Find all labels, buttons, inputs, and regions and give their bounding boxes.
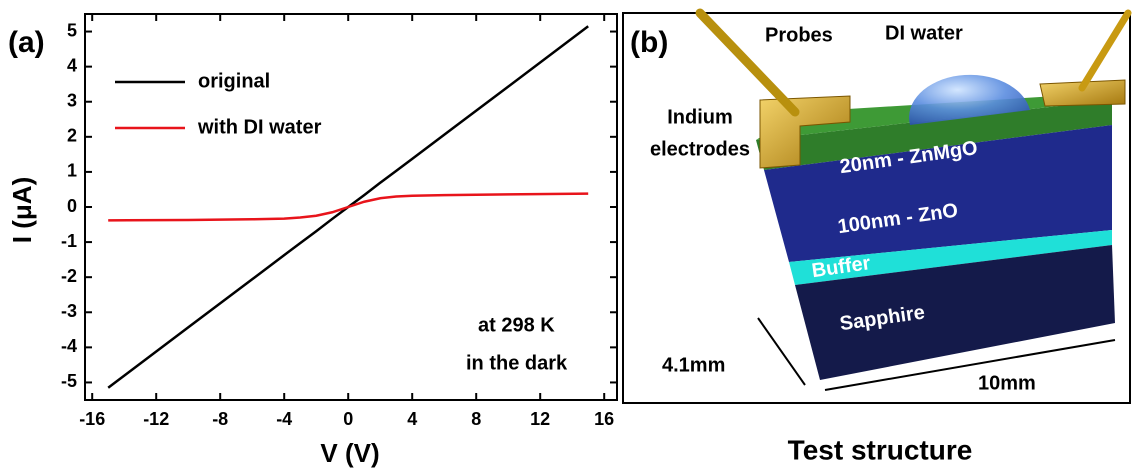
diagram: (b) Probes DI water Indium electrodes 20… [622,8,1132,465]
electrode [759,95,851,169]
y-tick-label: -4 [61,336,77,356]
y-tick-label: -1 [61,231,77,251]
panel-label: (b) [630,26,668,59]
x-axis-label: V (V) [320,438,379,468]
dimension-label: 4.1mm [662,354,725,376]
y-tick-label: -2 [61,266,77,286]
x-tick-label: 0 [343,409,353,429]
probe [1078,9,1132,92]
x-tick-label: -12 [143,409,169,429]
panel-label: (a) [8,26,45,59]
y-tick-label: 3 [67,90,77,110]
annotation: at 298 K [478,314,555,336]
x-tick-label: -4 [276,409,292,429]
y-tick-label: 5 [67,20,77,40]
dimension-arrow [757,317,806,386]
y-axis-label: I (μA) [7,177,37,243]
x-tick-label: -16 [79,409,105,429]
droplet [909,74,1030,125]
y-tick-label: -3 [61,301,77,321]
label: electrodes [650,138,750,160]
y-tick-label: 0 [67,196,77,216]
panel-frame [622,12,1131,404]
x-tick-label: -8 [212,409,228,429]
legend-label: original [198,70,270,92]
x-tick-label: 8 [471,409,481,429]
label: Indium [667,106,733,128]
electrode [1039,79,1126,107]
caption: Test structure [788,434,973,465]
dimension-label: 10mm [978,372,1036,394]
layer-sapphire [795,245,1115,380]
legend-label: with DI water [197,116,322,138]
y-tick-label: 1 [67,161,77,181]
x-tick-label: 4 [407,409,417,429]
x-tick-label: 12 [530,409,550,429]
y-tick-label: -5 [61,371,77,391]
y-tick-label: 4 [67,55,77,75]
series-line [108,192,589,222]
layer-zno [764,125,1112,262]
layer-znmgo [756,100,1112,170]
y-tick-label: 2 [67,126,77,146]
label: Probes [765,24,833,46]
annotation: in the dark [466,352,568,374]
dimension-arrow [824,339,1116,391]
layer-buffer [789,230,1112,285]
probe [695,8,800,117]
x-tick-label: 16 [594,409,614,429]
label: DI water [885,22,963,44]
